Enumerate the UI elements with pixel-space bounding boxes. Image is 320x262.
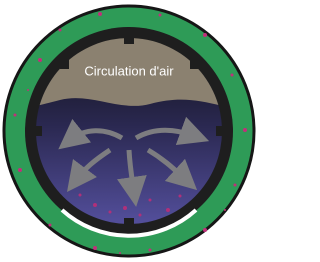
page: {"label": "Circulation d'air"} [0,0,259,262]
label: Circulation d'air [84,63,174,78]
diagram: Circulation d'air [0,0,259,262]
